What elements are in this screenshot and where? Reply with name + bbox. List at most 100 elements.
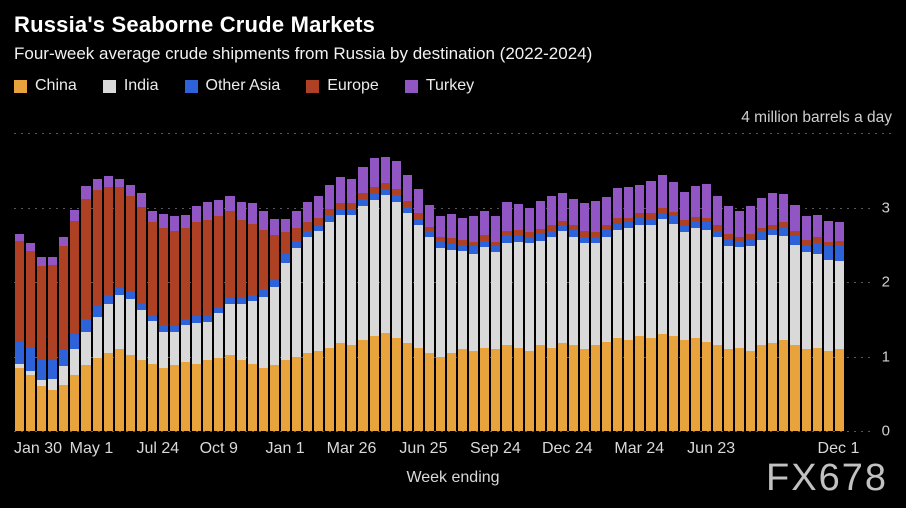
bar-segment-other-asia (502, 235, 512, 243)
bar-segment-turkey (690, 185, 700, 218)
bar-segment-europe (746, 234, 756, 241)
bar-segment-other-asia (358, 198, 368, 207)
bar-segment-other-asia (81, 318, 91, 332)
bar-segment-india (236, 304, 246, 361)
bar-segment-china (347, 345, 357, 431)
bar-segment-india (668, 223, 678, 336)
stacked-bar (646, 133, 656, 431)
bar-segment-turkey (247, 203, 257, 224)
bar-segment-china (225, 355, 235, 431)
bar-segment-india (181, 325, 191, 363)
x-axis-label-mar-26: Mar 26 (326, 440, 377, 457)
legend-label: China (35, 77, 77, 94)
bar-segment-europe (236, 220, 246, 299)
stacked-bar (258, 133, 268, 431)
bar-segment-other-asia (125, 291, 135, 300)
bar-segment-europe (823, 241, 833, 247)
stacked-bar (48, 133, 58, 431)
bar-segment-china (369, 335, 379, 431)
bar-segment-other-asia (192, 315, 202, 323)
stacked-bar (579, 133, 590, 431)
y-axis-label-0: 0 (874, 423, 892, 439)
bar-segment-china (746, 350, 756, 431)
bar-segment-europe (402, 200, 412, 207)
bar-segment-europe (557, 220, 567, 226)
bar-segment-other-asia (469, 246, 479, 254)
bar-segment-india (136, 309, 146, 361)
bar-segment-other-asia (391, 194, 401, 203)
bar-segment-india (458, 250, 468, 350)
stacked-bar (136, 133, 146, 431)
stacked-bar (236, 133, 246, 431)
bar-segment-china (690, 337, 700, 431)
bar-segment-turkey (236, 201, 246, 221)
bar-segment-europe (679, 220, 689, 227)
chart-subtitle: Four-week average crude shipments from R… (14, 44, 593, 63)
bar-segment-turkey (790, 205, 800, 232)
stacked-bar (192, 133, 202, 431)
bar-segment-europe (214, 216, 224, 308)
bar-segment-china (546, 347, 556, 431)
bar-segment-india (812, 254, 822, 348)
bar-segment-china (170, 365, 180, 431)
bar-segment-india (757, 239, 767, 346)
x-axis-label-dec-24: Dec 24 (541, 440, 593, 457)
bar-segment-other-asia (37, 359, 47, 381)
stacked-bar (314, 133, 324, 431)
bar-segment-other-asia (823, 246, 833, 260)
y-axis-label-2: 2 (874, 274, 892, 290)
bar-segment-europe (535, 229, 545, 234)
bar-segment-europe (48, 264, 58, 361)
stacked-bar (602, 133, 612, 431)
bar-segment-turkey (557, 192, 567, 221)
bar-segment-turkey (602, 197, 612, 226)
stacked-bar (502, 133, 512, 431)
bar-segment-china (524, 350, 534, 431)
bar-segment-other-asia (369, 194, 379, 201)
bar-segment-turkey (402, 174, 412, 201)
bar-segment-china (424, 352, 434, 431)
bar-segment-turkey (757, 197, 767, 228)
bar-segment-india (402, 212, 412, 344)
bar-segment-turkey (59, 236, 69, 246)
bar-segment-china (646, 337, 656, 431)
bar-segment-india (347, 214, 357, 346)
bar-segment-china (701, 341, 711, 431)
bar-segment-other-asia (579, 237, 590, 244)
bar-segment-europe (701, 217, 711, 223)
bar-segment-other-asia (413, 218, 423, 225)
bar-segment-turkey (291, 211, 302, 228)
legend-label: Europe (327, 77, 379, 94)
bar-segment-europe (424, 226, 434, 232)
bar-segment-turkey (26, 243, 36, 251)
bar-segment-turkey (724, 206, 734, 235)
bar-segment-europe (779, 222, 789, 229)
bar-segment-europe (247, 223, 257, 295)
bar-segment-turkey (413, 188, 423, 213)
bar-segment-europe (280, 232, 290, 255)
gridline-4 (14, 133, 892, 134)
legend-label: Other Asia (205, 77, 281, 94)
bar-segment-china (435, 356, 446, 431)
bar-segment-china (192, 363, 202, 431)
legend-item-china: China (14, 77, 77, 95)
bar-segment-europe (269, 235, 279, 280)
bar-segment-other-asia (214, 307, 224, 314)
bar-segment-turkey (192, 206, 202, 223)
bar-segment-china (480, 347, 490, 431)
bar-segment-other-asia (147, 314, 158, 321)
stacked-bar (535, 133, 545, 431)
bar-segment-india (369, 200, 379, 336)
bar-segment-turkey (103, 176, 113, 188)
bar-segment-turkey (480, 211, 490, 236)
bar-segment-other-asia (314, 225, 324, 232)
stacked-bar (480, 133, 490, 431)
bar-segment-other-asia (568, 229, 578, 238)
bar-segment-turkey (735, 210, 745, 237)
bar-segment-europe (712, 225, 722, 232)
bar-segment-china (59, 384, 69, 431)
stacked-bar (568, 133, 578, 431)
bar-segment-china (502, 345, 512, 431)
legend-item-other-asia: Other Asia (184, 77, 281, 95)
